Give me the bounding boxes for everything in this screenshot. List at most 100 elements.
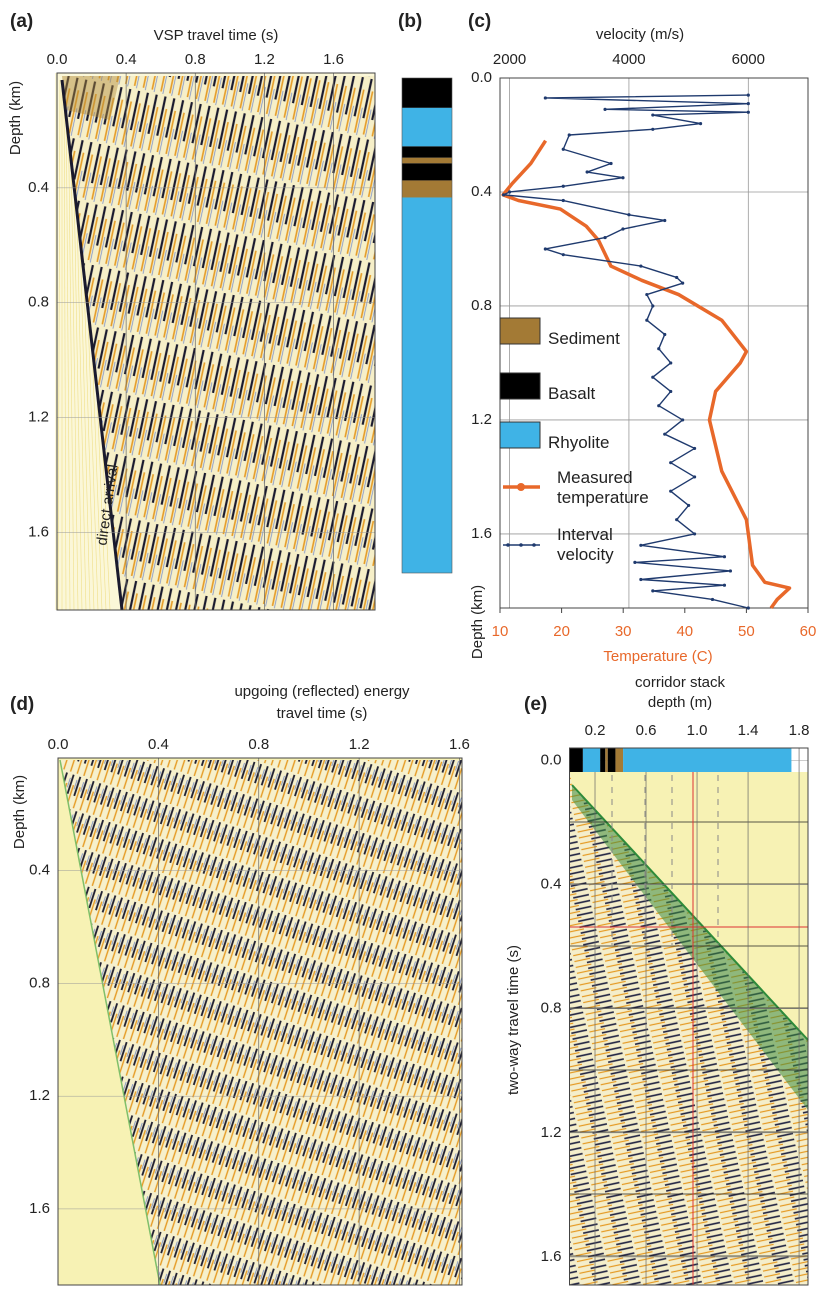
velocity-point [722, 555, 727, 559]
x2-tick-label: 40 [676, 623, 693, 640]
stratum [582, 748, 601, 772]
x2-tick-label: 60 [800, 623, 817, 640]
velocity-point [633, 560, 637, 565]
legend-label: Interval velocity [557, 525, 614, 564]
velocity-point [639, 264, 643, 268]
x-tick-label: 1.2 [254, 51, 275, 68]
faint-trace [67, 79, 75, 611]
stratum [402, 157, 452, 164]
velocity-point [746, 110, 750, 114]
x2-tick-label: 20 [553, 623, 570, 640]
velocity-point [746, 102, 750, 106]
x-tick-label: 0.8 [185, 51, 206, 68]
x-tick-label: 0.0 [48, 736, 69, 753]
stratum [402, 107, 452, 147]
velocity-point [651, 127, 655, 131]
velocity-point [567, 133, 571, 137]
velocity-point [561, 184, 565, 188]
corridor-edge [571, 784, 809, 1041]
panel-label: (b) [398, 11, 422, 32]
x-tick-label: 1.6 [449, 736, 470, 753]
velocity-point [675, 518, 679, 522]
y-tick-label: 1.6 [541, 1248, 562, 1265]
velocity-point [543, 96, 547, 100]
velocity-point [645, 292, 649, 297]
y-tick-label: 1.6 [29, 1200, 50, 1217]
velocity-point [603, 107, 607, 111]
y-tick-label: 1.2 [29, 1087, 50, 1104]
velocity-point [603, 235, 607, 240]
velocity-point [692, 532, 697, 536]
frame [56, 72, 376, 611]
y-tick-label: 1.2 [471, 411, 492, 428]
x-tick-label: 0.8 [248, 736, 269, 753]
frame [401, 77, 453, 574]
x-tick-label: 0.0 [47, 51, 68, 68]
velocity-point [681, 281, 685, 285]
x-tick-label: 1.6 [323, 51, 344, 68]
velocity-point [657, 404, 661, 408]
near-surface-noise [62, 76, 120, 120]
legend-dot [517, 483, 525, 491]
legend-label: Measured temperature [557, 468, 649, 507]
x-tick-label: 0.6 [636, 722, 657, 739]
panel-label: (d) [10, 694, 34, 715]
legend-label: Rhyolite [548, 433, 610, 452]
faint-trace [65, 79, 71, 611]
y-tick-label: 1.2 [541, 1124, 562, 1141]
velocity-point [669, 361, 673, 365]
velocity-point [585, 170, 589, 174]
velocity-point [561, 253, 565, 257]
velocity-point [651, 304, 655, 308]
velocity-point [561, 147, 565, 151]
y-axis-label: two-way travel time (s) [505, 945, 522, 1095]
temperature-line [501, 139, 792, 610]
y-axis-label: Depth (km) [11, 775, 28, 849]
velocity-point [609, 161, 613, 166]
y-tick-label: 1.6 [471, 525, 492, 542]
chart-title: corridor stack [635, 674, 726, 691]
velocity-point [663, 218, 667, 223]
x-axis-label: travel time (s) [277, 705, 368, 722]
velocity-point [621, 227, 625, 231]
velocity-point [501, 193, 506, 197]
x2-tick-label: 50 [738, 623, 755, 640]
stratum [605, 748, 608, 772]
stratum [607, 748, 616, 772]
legend-dot [519, 543, 523, 547]
velocity-point [639, 543, 643, 547]
y-tick-label: 1.6 [28, 523, 49, 540]
frame [57, 757, 463, 1286]
x-tick-label: 0.2 [585, 722, 606, 739]
velocity-point [746, 606, 750, 610]
frame [569, 747, 809, 1286]
velocity-point [543, 247, 547, 251]
mute-line [59, 759, 161, 1286]
stratum [600, 748, 606, 772]
x2-tick-label: 10 [492, 623, 509, 640]
velocity-point [687, 503, 691, 508]
y-tick-label: 0.8 [29, 974, 50, 991]
muted-region [570, 772, 808, 1040]
velocity-point [722, 583, 727, 587]
stratum [402, 78, 452, 108]
velocity-point [669, 489, 673, 493]
stratum [402, 163, 452, 181]
velocity-point [681, 418, 685, 422]
x-tick-label: 1.0 [687, 722, 708, 739]
y-tick-label: 0.4 [28, 179, 49, 196]
velocity-point [669, 461, 673, 465]
velocity-point [692, 475, 697, 479]
legend-label: Basalt [548, 384, 596, 403]
y-tick-label: 0.4 [29, 862, 50, 879]
seismic-texture [60, 760, 462, 1285]
velocity-point [746, 93, 750, 97]
legend-label: Sediment [548, 329, 620, 348]
panel-label: (e) [524, 694, 547, 715]
y-tick-label: 0.8 [541, 1000, 562, 1017]
x-tick-label: 1.8 [789, 722, 810, 739]
velocity-point [657, 347, 661, 351]
faint-trace [63, 79, 67, 611]
x-tick-label: 6000 [732, 51, 765, 68]
